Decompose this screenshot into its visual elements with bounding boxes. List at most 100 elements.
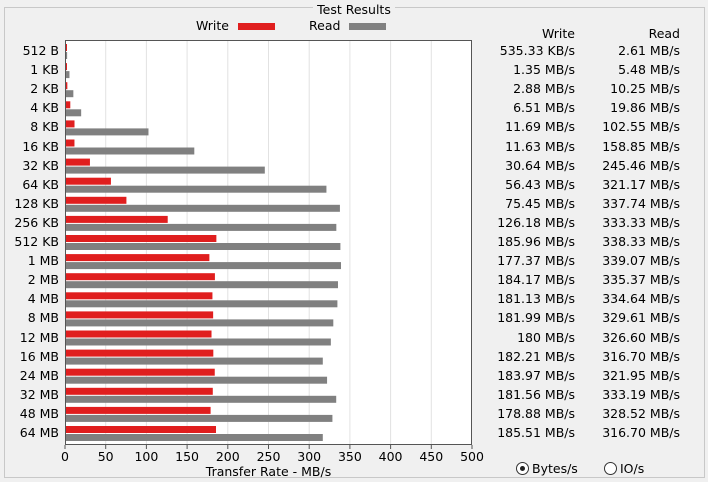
read-value: 102.55 MB/s bbox=[602, 119, 680, 135]
category-label: 256 KB bbox=[14, 214, 59, 230]
chart-title: Test Results bbox=[0, 2, 708, 17]
read-value: 329.61 MB/s bbox=[602, 310, 680, 326]
write-bar bbox=[66, 158, 90, 166]
read-value: 335.37 MB/s bbox=[602, 272, 680, 288]
read-value: 5.48 MB/s bbox=[618, 62, 680, 78]
write-bar bbox=[66, 139, 75, 147]
read-bar bbox=[66, 90, 74, 98]
write-column-header: Write bbox=[541, 26, 575, 41]
write-bar bbox=[66, 196, 127, 204]
write-bar bbox=[66, 254, 210, 262]
read-value: 338.33 MB/s bbox=[602, 234, 680, 249]
read-bar bbox=[66, 71, 70, 79]
read-value: 2.61 MB/s bbox=[618, 43, 680, 58]
write-value: 11.69 MB/s bbox=[505, 119, 575, 135]
category-label: 16 KB bbox=[22, 138, 59, 154]
x-tick-label: 50 bbox=[98, 449, 114, 464]
write-value: 30.64 MB/s bbox=[505, 157, 575, 173]
read-value: 321.17 MB/s bbox=[602, 176, 680, 192]
write-value: 177.37 MB/s bbox=[497, 253, 575, 269]
category-label: 2 KB bbox=[30, 81, 59, 97]
category-label: 64 MB bbox=[19, 425, 59, 440]
write-value: 6.51 MB/s bbox=[513, 100, 575, 116]
write-bar bbox=[66, 101, 71, 109]
write-bar bbox=[66, 311, 214, 319]
read-bar bbox=[66, 166, 265, 174]
x-tick-label: 250 bbox=[257, 449, 281, 464]
write-value: 184.17 MB/s bbox=[497, 272, 575, 288]
radio-selected-dot bbox=[520, 465, 525, 471]
write-bar bbox=[66, 368, 215, 376]
legend-write-swatch bbox=[238, 23, 275, 30]
category-label: 32 MB bbox=[19, 386, 59, 402]
read-bar bbox=[66, 357, 323, 365]
write-bar bbox=[66, 177, 111, 185]
write-bar bbox=[66, 120, 75, 128]
category-label: 12 MB bbox=[19, 329, 59, 345]
write-bar bbox=[66, 235, 217, 242]
legend-read-swatch bbox=[349, 23, 386, 30]
read-value: 337.74 MB/s bbox=[602, 195, 680, 211]
write-value: 126.18 MB/s bbox=[497, 214, 575, 230]
bytes-per-second-label: Bytes/s bbox=[532, 460, 578, 476]
category-label: 48 MB bbox=[19, 405, 59, 421]
write-value: 56.43 MB/s bbox=[505, 176, 575, 192]
read-column-header: Read bbox=[648, 26, 680, 41]
write-bar bbox=[66, 215, 168, 223]
io-per-second-radio[interactable]: IO/s bbox=[604, 460, 644, 476]
write-value: 178.88 MB/s bbox=[497, 405, 575, 421]
category-label: 2 MB bbox=[27, 272, 59, 288]
write-value: 183.97 MB/s bbox=[497, 367, 575, 383]
write-bar bbox=[66, 292, 213, 300]
category-label: 8 MB bbox=[27, 310, 59, 326]
read-bar bbox=[66, 128, 149, 136]
x-tick-label: 500 bbox=[460, 449, 484, 464]
category-label: 512 KB bbox=[14, 234, 59, 249]
category-label: 1 MB bbox=[27, 253, 59, 269]
read-bar bbox=[66, 414, 333, 422]
x-axis-label: Transfer Rate - MB/s bbox=[205, 464, 331, 479]
category-label: 4 MB bbox=[27, 291, 59, 307]
write-bar bbox=[66, 63, 67, 71]
read-bar bbox=[66, 319, 334, 327]
category-label: 32 KB bbox=[22, 157, 59, 173]
read-bar bbox=[66, 434, 323, 441]
x-tick-label: 400 bbox=[379, 449, 403, 464]
read-bar bbox=[66, 338, 331, 346]
write-value: 535.33 KB/s bbox=[499, 43, 575, 58]
write-bar bbox=[66, 426, 217, 433]
read-bar bbox=[66, 204, 340, 212]
write-bar bbox=[66, 44, 67, 51]
read-value: 321.95 MB/s bbox=[602, 367, 680, 383]
write-bar bbox=[66, 349, 214, 357]
bytes-per-second-radio[interactable]: Bytes/s bbox=[516, 460, 578, 476]
write-bar bbox=[66, 387, 213, 395]
read-bar bbox=[66, 376, 328, 384]
x-tick-label: 100 bbox=[134, 449, 158, 464]
write-value: 185.96 MB/s bbox=[497, 234, 575, 249]
category-label: 4 KB bbox=[30, 100, 59, 116]
category-label: 512 B bbox=[22, 43, 59, 58]
read-value: 328.52 MB/s bbox=[602, 405, 680, 421]
write-value: 180 MB/s bbox=[517, 329, 575, 345]
write-value: 181.13 MB/s bbox=[497, 291, 575, 307]
radio-button-icon bbox=[604, 461, 617, 475]
x-tick-label: 0 bbox=[61, 449, 69, 464]
category-label: 8 KB bbox=[30, 119, 59, 135]
read-value: 316.70 MB/s bbox=[602, 348, 680, 364]
read-value: 245.46 MB/s bbox=[602, 157, 680, 173]
read-bar bbox=[66, 185, 327, 193]
write-value: 75.45 MB/s bbox=[505, 195, 575, 211]
write-value: 2.88 MB/s bbox=[513, 81, 575, 97]
write-bar bbox=[66, 82, 68, 90]
category-label: 64 KB bbox=[22, 176, 59, 192]
write-value: 181.99 MB/s bbox=[497, 310, 575, 326]
write-bar bbox=[66, 406, 211, 414]
radio-button-icon bbox=[516, 461, 529, 475]
category-label: 24 MB bbox=[19, 367, 59, 383]
io-per-second-label: IO/s bbox=[620, 460, 645, 476]
read-bar bbox=[66, 262, 342, 270]
write-value: 11.63 MB/s bbox=[505, 138, 575, 154]
read-bar bbox=[66, 223, 337, 231]
